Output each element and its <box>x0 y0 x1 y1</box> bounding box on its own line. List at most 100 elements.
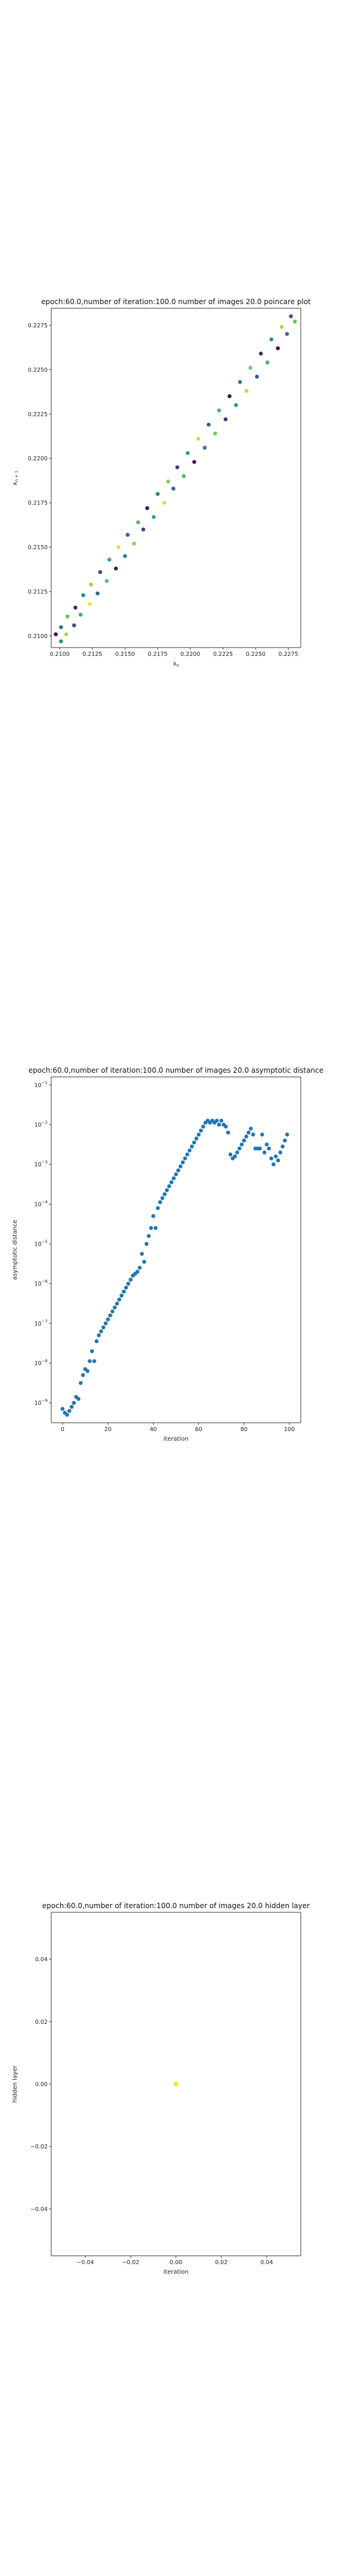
poincare-point <box>116 545 121 549</box>
asymptotic-point <box>129 1277 133 1282</box>
poincare-y-ticks: 0.2100 0.2125 0.2150 0.2175 0.2200 0.2225 0.22… <box>28 323 51 640</box>
asymptotic-point <box>113 1305 117 1309</box>
asymptotic-y-tick-label: 10−1 <box>35 1080 48 1089</box>
asymptotic-y-tick-label: 10−3 <box>35 1160 48 1168</box>
poincare-point <box>175 465 179 469</box>
asymptotic-point <box>169 1180 174 1184</box>
asymptotic-point <box>94 1339 99 1343</box>
asymptotic-x-tick-label: 20 <box>104 1426 111 1433</box>
poincare-points <box>54 314 297 643</box>
asymptotic-point <box>178 1164 183 1169</box>
asymptotic-point <box>140 1252 144 1256</box>
poincare-point <box>114 566 118 571</box>
asymptotic-y-tick-exponent: −2 <box>42 1120 48 1125</box>
asymptotic-point <box>251 1132 255 1137</box>
poincare-point <box>279 324 284 329</box>
asymptotic-point <box>235 1150 239 1154</box>
poincare-x-tick-label: 0.2225 <box>213 651 233 658</box>
hidden-layer-points <box>173 2082 179 2086</box>
asymptotic-y-tick-label: 10−2 <box>35 1120 48 1129</box>
poincare-point <box>248 366 252 370</box>
asymptotic-point <box>219 1119 223 1123</box>
asymptotic-point <box>149 1226 153 1230</box>
asymptotic-point <box>117 1298 121 1302</box>
poincare-frame <box>51 308 301 648</box>
asymptotic-point <box>90 1349 94 1354</box>
poincare-point <box>54 632 58 636</box>
poincare-point <box>192 460 197 464</box>
asymptotic-y-tick-base: 10 <box>35 1361 42 1367</box>
asymptotic-point <box>124 1286 128 1290</box>
asymptotic-point <box>76 1397 81 1401</box>
asymptotic-point <box>224 1125 228 1129</box>
poincare-point <box>285 332 289 336</box>
asymptotic-point <box>104 1321 108 1326</box>
asymptotic-y-tick-exponent: −1 <box>42 1080 48 1085</box>
poincare-point <box>66 614 70 619</box>
asymptotic-point <box>81 1373 85 1377</box>
hidden-layer-y-tick-label: 0.04 <box>35 1956 48 1963</box>
asymptotic-plot: epoch:60.0,number of iteration:100.0 num… <box>12 1066 323 1442</box>
poincare-x-tick-label: 0.2100 <box>50 651 70 658</box>
asymptotic-point <box>201 1125 205 1129</box>
hidden-layer-point <box>173 2082 179 2086</box>
asymptotic-point <box>247 1131 251 1135</box>
poincare-point <box>59 625 63 630</box>
asymptotic-point <box>172 1176 176 1181</box>
asymptotic-xlabel: iteration <box>163 1436 188 1442</box>
asymptotic-point <box>176 1168 180 1172</box>
poincare-point <box>207 422 211 427</box>
asymptotic-point <box>199 1128 203 1133</box>
asymptotic-point <box>233 1154 237 1159</box>
asymptotic-x-tick-label: 100 <box>284 1426 295 1433</box>
asymptotic-point <box>163 1192 167 1196</box>
poincare-title: epoch:60.0,number of iteration:100.0 num… <box>41 298 311 306</box>
asymptotic-point <box>69 1405 74 1409</box>
poincare-x-tick-label: 0.2200 <box>180 651 200 658</box>
asymptotic-point <box>183 1156 188 1160</box>
asymptotic-x-tick-label: 60 <box>195 1426 202 1433</box>
asymptotic-point <box>85 1369 90 1373</box>
asymptotic-point <box>88 1359 92 1363</box>
poincare-y-tick-label: 0.2175 <box>28 500 48 507</box>
asymptotic-y-tick-base: 10 <box>35 1241 42 1248</box>
hidden-layer-x-tick-label: 0.02 <box>215 2259 227 2266</box>
poincare-point <box>64 632 68 636</box>
asymptotic-point <box>276 1158 280 1163</box>
asymptotic-point <box>115 1301 119 1306</box>
asymptotic-point <box>194 1137 199 1141</box>
poincare-point <box>217 408 222 413</box>
asymptotic-point <box>146 1234 151 1238</box>
asymptotic-point <box>135 1270 140 1274</box>
poincare-point <box>238 380 242 384</box>
asymptotic-x-tick-label: 40 <box>149 1426 157 1433</box>
asymptotic-point <box>167 1184 172 1188</box>
asymptotic-point <box>108 1313 113 1318</box>
poincare-point <box>185 451 190 456</box>
hidden-layer-x-tick-label: 0.00 <box>170 2259 182 2266</box>
asymptotic-point <box>192 1140 197 1145</box>
poincare-point <box>123 554 127 558</box>
asymptotic-y-tick-base: 10 <box>35 1162 42 1168</box>
hidden-layer-plot: epoch:60.0,number of iteration:100.0 num… <box>12 1902 310 2275</box>
poincare-point <box>289 314 293 318</box>
poincare-point <box>59 639 63 643</box>
asymptotic-point <box>217 1122 222 1127</box>
asymptotic-y-tick-label: 10−8 <box>35 1359 48 1367</box>
poincare-x-tick-label: 0.2125 <box>82 651 102 658</box>
asymptotic-point <box>189 1144 194 1148</box>
asymptotic-ylabel: asymptotic distance <box>12 1219 18 1280</box>
poincare-y-tick-label: 0.2150 <box>28 544 48 551</box>
poincare-x-tick-label: 0.2250 <box>246 651 266 658</box>
asymptotic-point <box>264 1143 269 1147</box>
asymptotic-point <box>153 1226 158 1230</box>
asymptotic-title: epoch:60.0,number of iteration:100.0 num… <box>29 1066 323 1075</box>
hidden-layer-xlabel: iteration <box>163 2269 188 2275</box>
asymptotic-point <box>226 1131 230 1135</box>
asymptotic-point <box>258 1146 262 1151</box>
asymptotic-point <box>248 1126 253 1131</box>
poincare-point <box>213 431 217 436</box>
asymptotic-y-tick-base: 10 <box>35 1400 42 1407</box>
poincare-point <box>227 394 232 398</box>
asymptotic-y-tick-label: 10−6 <box>35 1279 48 1287</box>
